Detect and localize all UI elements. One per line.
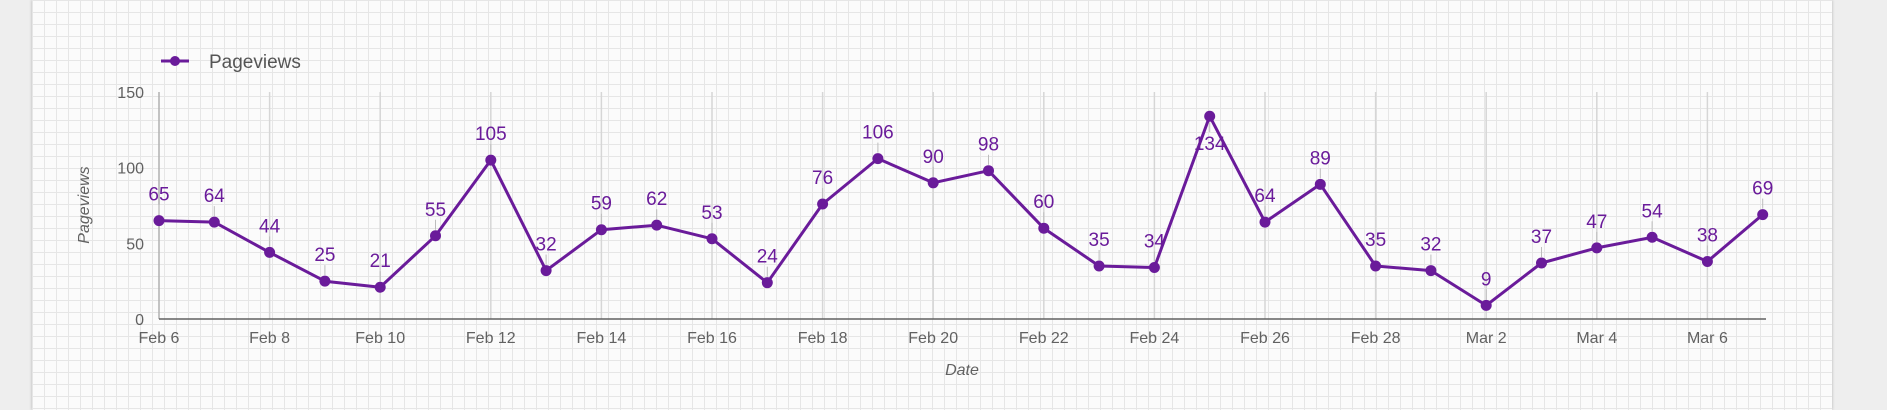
x-tick-label: Feb 10: [355, 330, 405, 347]
data-point: [1701, 255, 1713, 267]
data-point: [1425, 265, 1437, 277]
x-tick-label: Mar 6: [1687, 330, 1728, 347]
x-axis-ticks: Feb 6 Feb 8 Feb 10 Feb 12 Feb 14 Feb 16 Feb 18…: [139, 330, 1728, 347]
series-line-pageviews: [158, 114, 1764, 307]
data-label: 90: [923, 147, 944, 168]
y-tick-label: 0: [135, 312, 144, 329]
y-tick-label: 100: [117, 161, 144, 178]
data-labels: 65 64 44 25 21 55 105 32 59 62 53 24 76 106 90 98 60 35 34…: [148, 123, 1773, 291]
data-point: [983, 165, 994, 177]
x-tick-label: Feb 12: [466, 330, 516, 347]
data-label: 9: [1481, 269, 1492, 290]
data-point: [485, 154, 497, 166]
data-point: [927, 177, 939, 189]
data-label: 64: [1254, 186, 1276, 207]
data-label: 55: [425, 200, 446, 221]
data-label: 59: [591, 194, 612, 215]
data-point: [1370, 260, 1382, 272]
legend-swatch-marker: [170, 56, 180, 66]
x-tick-label: Feb 20: [908, 330, 958, 347]
data-point: [430, 230, 441, 242]
data-label: 134: [1194, 134, 1226, 155]
data-point: [1093, 260, 1105, 272]
x-tick-label: Feb 16: [687, 330, 737, 347]
data-label: 35: [1089, 230, 1110, 251]
y-axis-title: Pageviews: [76, 166, 93, 243]
data-point: [1148, 262, 1160, 274]
y-axis-ticks: 0 50 100 150: [117, 85, 144, 329]
data-point: [706, 233, 718, 245]
x-tick-label: Feb 18: [798, 330, 848, 347]
data-point: [1591, 242, 1603, 254]
data-label: 69: [1752, 179, 1773, 200]
data-point: [208, 216, 220, 228]
data-point: [1646, 231, 1658, 243]
data-label: 44: [259, 216, 281, 237]
data-label: 25: [314, 245, 335, 266]
x-axis-title: Date: [945, 362, 979, 379]
data-label: 89: [1310, 148, 1331, 169]
data-point: [1536, 257, 1547, 269]
data-label: 21: [370, 251, 391, 272]
legend-label: Pageviews: [209, 52, 301, 73]
data-label: 35: [1365, 230, 1386, 251]
data-point: [595, 224, 607, 236]
data-label: 38: [1697, 225, 1718, 246]
data-point: [1038, 222, 1050, 234]
x-tick-label: Feb 24: [1129, 330, 1179, 347]
data-point: [540, 265, 552, 277]
chart-card: Pageviews 0 50 100 150 Pageviews Date Feb 6…: [32, 0, 1832, 410]
x-tick-label: Feb 26: [1240, 330, 1290, 347]
pageviews-line-chart: Pageviews 0 50 100 150 Pageviews Date Feb 6…: [76, 52, 1773, 379]
data-label: 62: [646, 189, 667, 210]
x-tick-label: Mar 2: [1466, 330, 1507, 347]
data-point: [1757, 209, 1769, 221]
data-point: [817, 198, 829, 210]
data-label: 34: [1144, 232, 1166, 253]
data-label: 54: [1642, 201, 1664, 222]
data-point: [319, 275, 331, 287]
data-point: [264, 246, 276, 258]
data-point: [761, 277, 773, 289]
data-label: 37: [1531, 227, 1552, 248]
data-label: 64: [204, 186, 226, 207]
data-point: [1259, 216, 1271, 228]
y-tick-label: 50: [126, 236, 144, 253]
x-tick-label: Feb 8: [249, 330, 290, 347]
data-label: 32: [1420, 235, 1441, 256]
data-label: 76: [812, 168, 833, 189]
data-point: [153, 215, 165, 227]
data-label: 98: [978, 135, 999, 156]
data-label: 32: [536, 235, 557, 256]
x-tick-label: Feb 14: [576, 330, 626, 347]
data-point: [1480, 299, 1492, 311]
data-point: [651, 219, 663, 231]
data-label-leaders: [158, 122, 1764, 300]
data-point: [872, 153, 884, 165]
data-label: 105: [475, 124, 507, 145]
y-tick-label: 150: [117, 85, 144, 102]
x-tick-label: Feb 28: [1351, 330, 1401, 347]
data-label: 106: [862, 123, 894, 144]
series-points: [153, 110, 1769, 311]
vertical-gridlines: [158, 92, 1709, 319]
data-label: 65: [148, 185, 169, 206]
data-label: 24: [757, 247, 779, 268]
legend: Pageviews: [161, 52, 301, 73]
data-point: [1204, 110, 1216, 122]
x-tick-label: Mar 4: [1576, 330, 1617, 347]
data-point: [1314, 178, 1326, 190]
x-tick-label: Feb 6: [139, 330, 180, 347]
data-label: 60: [1033, 192, 1054, 213]
x-tick-label: Feb 22: [1019, 330, 1069, 347]
data-point: [374, 281, 386, 293]
data-label: 53: [701, 203, 722, 224]
data-label: 47: [1586, 212, 1607, 233]
